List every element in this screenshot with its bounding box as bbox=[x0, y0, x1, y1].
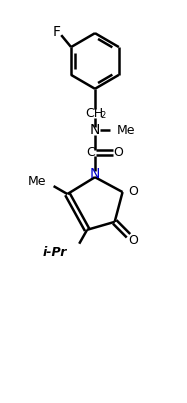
Text: 2: 2 bbox=[100, 111, 105, 120]
Text: Me: Me bbox=[117, 124, 135, 137]
Text: F: F bbox=[52, 25, 60, 39]
Text: O: O bbox=[128, 185, 138, 197]
Text: N: N bbox=[90, 123, 100, 137]
Text: i-Pr: i-Pr bbox=[43, 246, 67, 259]
Text: N: N bbox=[90, 167, 100, 181]
Text: O: O bbox=[128, 234, 138, 247]
Text: C: C bbox=[87, 146, 95, 159]
Text: CH: CH bbox=[85, 107, 103, 120]
Text: Me: Me bbox=[28, 174, 47, 188]
Text: O: O bbox=[114, 146, 124, 159]
